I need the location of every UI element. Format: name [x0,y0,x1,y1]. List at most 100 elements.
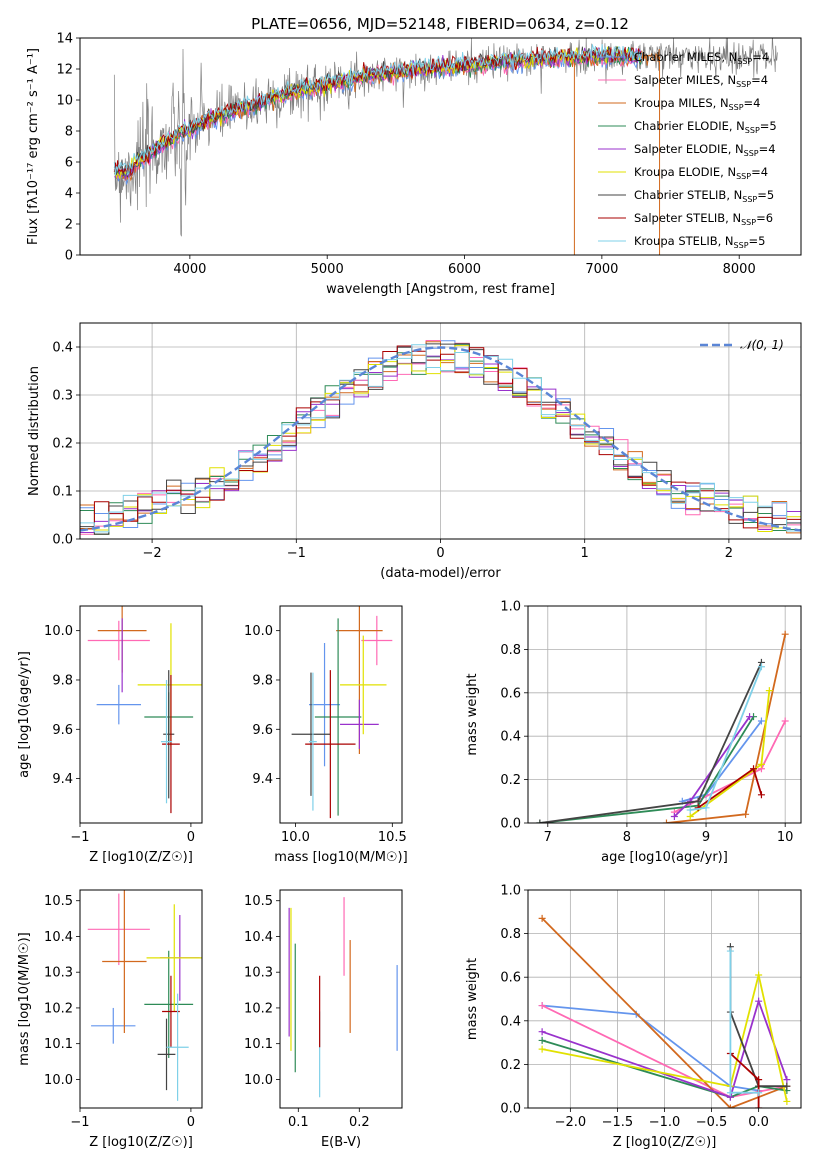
weight-marker [538,914,546,922]
y-tick-label: 10.3 [44,966,73,981]
weight-marker [726,947,734,955]
x-axis-label: mass [log10(M/M☉)] [274,850,407,865]
legend-label-text: Kroupa MILES, N [634,96,729,110]
plot-frame [79,889,203,1109]
y-tick-label: 10.1 [244,1037,273,1052]
y-tick-label: 10.3 [244,966,273,981]
data-point [309,642,341,767]
legend-sub: SSP [742,195,757,204]
y-tick-label: 10.5 [244,894,273,909]
legend-sub: SSP [745,126,760,135]
y-tick-label: 10.0 [244,1073,273,1088]
y-tick-label: 10.0 [44,1073,73,1088]
legend-nssp: =4 [759,142,776,156]
y-tick-label: 8 [65,125,73,140]
y-tick-label: 10.4 [244,930,273,945]
weight-series-0 [542,1004,759,1092]
legend-label-text: Chabrier STELIB, N [634,188,742,202]
data-point [102,890,147,1033]
legend-label: Salpeter ELODIE, NSSP=4 [634,142,776,158]
x-tick-label: 10.0 [281,830,310,845]
x-tick-label: −1.0 [649,1115,681,1130]
y-tick-label: 10.4 [44,930,73,945]
weight-series-2 [541,917,788,1108]
y-tick-label: 4 [65,187,73,202]
legend-label: 𝒩(0, 1) [740,338,784,352]
observed-spectrum [113,38,778,237]
legend-nssp: =5 [749,234,766,248]
weight-marker [781,630,789,638]
weight_vs_z-grid [528,889,801,1109]
legend-label: Chabrier ELODIE, NSSP=5 [634,119,777,135]
y-tick-label: 0.2 [500,1058,521,1073]
y-tick-label: 0 [65,249,73,264]
legend-nssp: =6 [756,211,773,225]
y-tick-label: 0.6 [500,686,521,701]
weight-marker [538,1002,546,1010]
weight-marker [686,806,694,814]
errorbars [87,890,202,1101]
legend-sub: SSP [741,218,756,227]
data-point [160,679,173,804]
y-axis-label: mass weight [465,958,480,1040]
y-tick-label: 9.4 [52,772,73,787]
y-tick-label: 1.0 [500,600,521,615]
weight-marker [765,687,773,695]
weight-marker [538,1028,546,1036]
x-tick-label: 10.5 [378,830,407,845]
weight-marker [755,1104,763,1108]
weight-lines [536,630,789,823]
weight-marker [686,812,694,820]
y-tick-label: 10.2 [244,1001,273,1016]
y-axis-label: mass [log10(M/M☉)] [17,932,32,1065]
data-point [96,684,141,725]
mass_vs_ebv-panel: 0.1 0.2 10.0 10.1 10.2 10.3 10.4 10.5 E(B-V) [244,889,403,1150]
y-tick-label: 0.8 [500,927,521,942]
legend-label-text: Salpeter ELODIE, N [634,142,744,156]
y-tick-label: 0.6 [500,971,521,986]
y-tick-label: 10.0 [244,624,273,639]
x-tick-label: 0 [436,546,444,561]
histograms [80,340,801,539]
x-tick-label: −1 [70,1115,89,1130]
weight-marker [536,819,544,823]
weight-marker [702,804,710,812]
normal-curve [80,346,801,532]
x-tick-label: −1.5 [602,1115,634,1130]
y-tick-label: 0.1 [52,485,73,500]
legend-label-text: Chabrier ELODIE, N [634,119,745,133]
y-tick-label: 9.6 [52,723,73,738]
y-tick-label: 0.0 [500,817,521,832]
y-tick-label: 0.8 [500,643,521,658]
x-tick-label: 4000 [173,262,206,277]
x-tick-label: 2 [725,546,733,561]
y-tick-label: 0.2 [500,773,521,788]
y-tick-label: 2 [65,218,73,233]
weight-marker [757,791,765,799]
weight-marker [755,1076,763,1084]
histogram-series-8 [80,344,801,539]
y-tick-label: 9.6 [252,723,273,738]
data-point [314,618,362,816]
weight-marker [781,717,789,725]
y-tick-label: 0.3 [52,389,73,404]
legend-nssp: =4 [751,73,768,87]
x-tick-label: 7 [544,830,552,845]
weight-marker [755,1089,763,1097]
x-axis-label: E(B-V) [321,1135,361,1150]
data-point [163,670,175,799]
legend-label: Kroupa STELIB, NSSP=5 [634,234,765,250]
plot-frame [279,605,403,824]
x-tick-label: 8 [623,830,631,845]
y-tick-label: 10.1 [44,1037,73,1052]
weight-marker [538,1045,546,1053]
legend-label-text: Chabrier MILES, N [634,50,737,64]
weight-marker [757,663,765,671]
age_vs_z-panel: −1 0 9.4 9.6 9.8 10.0 Z [log10(Z/Z☉)] age [log1… [17,605,203,865]
data-point [166,993,189,1101]
data-point [87,893,150,966]
legend-label: Kroupa MILES, NSSP=4 [634,96,760,112]
weight-marker [783,1097,791,1105]
x-tick-label: 1 [581,546,589,561]
